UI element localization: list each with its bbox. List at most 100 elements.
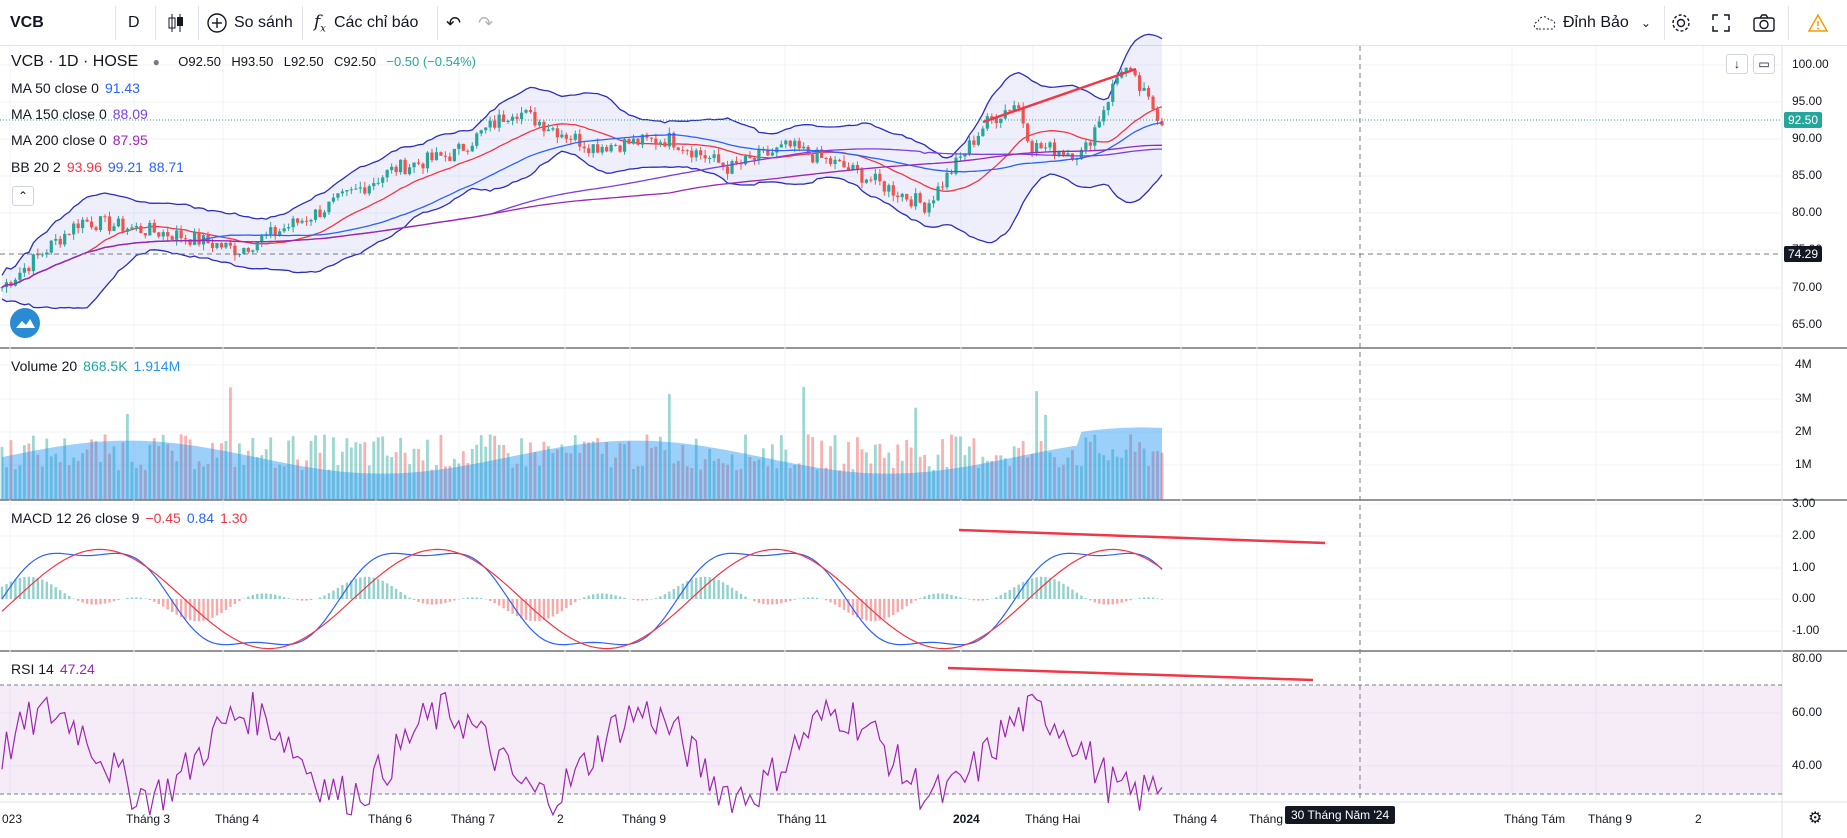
volume-bar <box>1093 434 1097 500</box>
interval-button[interactable]: D <box>128 14 140 31</box>
scroll-down-button[interactable]: ↓ <box>1726 54 1748 74</box>
candles-icon <box>168 14 183 32</box>
candle-body <box>882 181 886 192</box>
macd-histogram-bar <box>918 598 922 599</box>
macd-histogram-bar <box>1093 599 1097 603</box>
macd-histogram-bar <box>650 599 653 600</box>
volume-bar <box>408 464 411 500</box>
candle-body <box>479 130 483 134</box>
volume-bar <box>851 469 855 500</box>
fullscreen-icon <box>1712 14 1730 32</box>
volume-bar <box>484 446 488 500</box>
macd-histogram-bar <box>1111 599 1114 605</box>
volume-bar <box>721 463 725 500</box>
candle-body <box>1057 151 1061 157</box>
redo-button[interactable]: ↷ <box>478 6 493 40</box>
macd-histogram-bar <box>1013 587 1016 599</box>
macd-histogram-bar <box>368 576 371 599</box>
settings-button[interactable] <box>1670 6 1692 40</box>
volume-bar <box>932 469 935 500</box>
ma50-legend[interactable]: MA 50 close 0 91.43 <box>11 80 146 96</box>
macd-histogram-bar <box>708 577 711 599</box>
volume-bar <box>941 439 944 500</box>
macd-histogram-bar <box>815 597 819 599</box>
volume-bar <box>0 446 4 500</box>
macd-histogram-bar <box>471 597 474 599</box>
maximize-pane-button[interactable]: ▭ <box>1753 54 1775 74</box>
candle-body <box>54 238 58 241</box>
volume-bar <box>654 446 658 500</box>
macd-histogram-bar <box>439 599 443 604</box>
candle-body <box>515 116 519 120</box>
candle-body <box>130 227 134 229</box>
macd-histogram-bar <box>663 594 667 599</box>
ma150-legend[interactable]: MA 150 close 0 88.09 <box>11 106 154 122</box>
warning-button[interactable] <box>1808 6 1828 40</box>
mountain-icon <box>16 319 35 328</box>
rsi-legend[interactable]: RSI 14 47.24 <box>11 661 101 677</box>
macd-histogram-bar <box>717 580 720 599</box>
compare-button[interactable]: So sánh <box>206 6 293 40</box>
chart-type-button[interactable] <box>166 6 186 40</box>
macd-histogram-bar <box>247 596 250 599</box>
volume-bar <box>802 386 806 500</box>
rsi-axis-label: 80.00 <box>1792 651 1823 665</box>
collapse-legend-button[interactable]: ⌃ <box>12 186 34 206</box>
volume-bar <box>788 468 792 500</box>
undo-button[interactable]: ↶ <box>446 6 461 40</box>
candle-body <box>1102 110 1106 122</box>
volume-bar <box>18 465 22 500</box>
volume-bar <box>533 452 537 500</box>
symbol-title[interactable]: VCB · 1D · HOSE <box>11 53 139 70</box>
moving-average-lines <box>1 122 1163 288</box>
macd-histogram-bar <box>85 599 89 604</box>
volume-bar <box>394 452 398 500</box>
trendline-price[interactable] <box>982 67 1137 124</box>
volume-bar <box>954 436 958 500</box>
fullscreen-button[interactable] <box>1710 6 1732 40</box>
candle-body <box>582 146 586 149</box>
volume-bar <box>58 462 62 500</box>
volume-ma-area <box>2 427 1162 500</box>
symbol-search[interactable]: VCB <box>10 14 44 31</box>
layout-button[interactable]: Đỉnh Bảo ⌄ <box>1532 6 1651 40</box>
macd-histogram-bar <box>193 599 196 622</box>
volume-bar <box>600 453 604 500</box>
time-axis-label: Tháng Hai <box>1025 812 1081 826</box>
macd-legend[interactable]: MACD 12 26 close 9 −0.45 0.84 1.30 <box>11 510 253 526</box>
volume-bar <box>1057 467 1061 500</box>
tradingview-logo[interactable] <box>10 308 40 338</box>
ma200-legend[interactable]: MA 200 close 0 87.95 <box>11 132 154 148</box>
volume-bar <box>336 465 340 500</box>
volume-bar <box>918 456 922 500</box>
macd-histogram-bar <box>278 595 281 599</box>
volume-bar <box>735 470 738 500</box>
volume-bar <box>1071 450 1074 500</box>
volume-bar <box>1062 464 1065 500</box>
macd-histogram-bar <box>645 599 649 601</box>
volume-bar <box>9 440 13 500</box>
ma150-value: 88.09 <box>112 106 148 122</box>
volume-bar <box>1111 449 1115 500</box>
volume-legend[interactable]: Volume 20 868.5K 1.914M <box>11 358 186 374</box>
snapshot-button[interactable] <box>1752 6 1776 40</box>
volume-bar <box>1075 465 1079 500</box>
indicators-button[interactable]: fx Các chỉ báo <box>314 6 418 40</box>
bb-upper-value: 99.21 <box>107 159 143 175</box>
macd-histogram-bar <box>139 597 143 599</box>
volume-bar <box>448 465 452 500</box>
macd-histogram-bar <box>959 597 962 599</box>
bb-legend[interactable]: BB 20 2 93.96 99.21 88.71 <box>11 159 190 175</box>
macd-histogram-bar <box>59 590 62 599</box>
macd-histogram-bar <box>1053 579 1056 599</box>
gear-icon <box>1672 14 1690 32</box>
volume-bar <box>985 460 989 500</box>
macd-value: 0.84 <box>186 510 215 526</box>
trendline-rsi[interactable] <box>947 666 1314 682</box>
macd-histogram-bar <box>981 599 985 601</box>
axis-settings-button[interactable]: ⚙ <box>1808 808 1822 828</box>
volume-bar <box>1115 456 1119 500</box>
trendline-macd[interactable] <box>958 528 1326 545</box>
candle-body <box>573 133 577 140</box>
